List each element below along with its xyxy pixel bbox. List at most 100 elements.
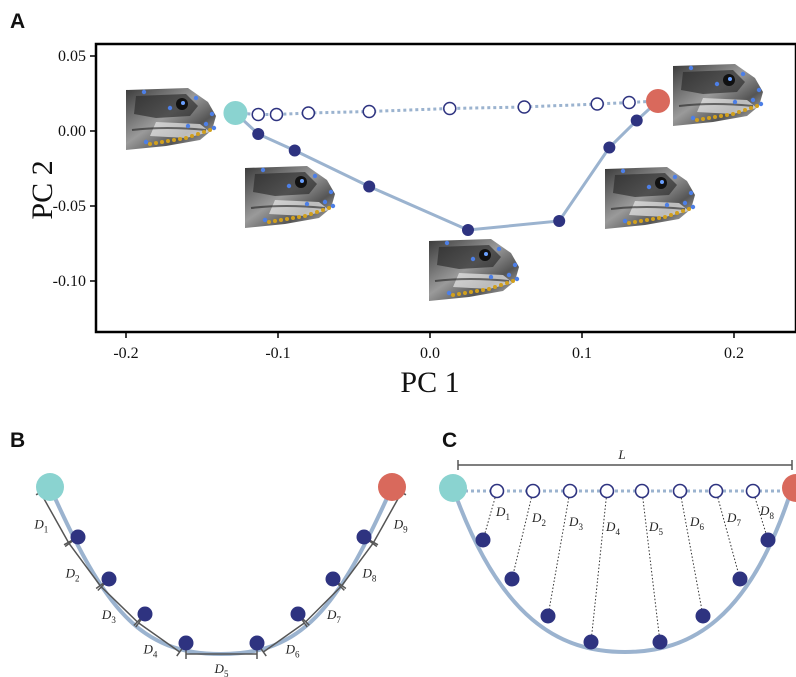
distance-line	[511, 490, 534, 580]
segment-label: D2	[65, 565, 80, 583]
distance-label: D2	[531, 510, 546, 528]
straight-line-node	[745, 483, 761, 499]
curve-node	[249, 635, 265, 651]
straight-line-node	[672, 483, 688, 499]
trajectory-point	[553, 215, 566, 227]
curve-node	[504, 571, 520, 587]
fish-head-image	[244, 163, 337, 233]
trajectory-point	[603, 141, 616, 154]
fish-head-image	[672, 61, 765, 131]
x-tick-label: -0.2	[113, 345, 138, 362]
segment-label: D1	[33, 517, 48, 535]
fish-head-image	[125, 85, 218, 155]
reference-point	[622, 95, 636, 110]
fish-head-image	[428, 236, 521, 306]
straight-line-node	[562, 483, 578, 499]
x-tick-label: 0.1	[572, 345, 592, 362]
length-bracket	[457, 460, 793, 470]
reference-point	[251, 107, 265, 122]
trajectory-point	[462, 224, 474, 236]
distance-label: D4	[605, 519, 620, 537]
trajectory-point	[252, 128, 265, 140]
straight-line-node	[708, 483, 724, 499]
straight-line-node	[634, 483, 650, 499]
x-tick-label: 0.0	[420, 345, 440, 362]
curve-node	[583, 634, 599, 650]
segment-bracket	[97, 582, 142, 626]
curve-node	[652, 634, 668, 650]
reference-point	[362, 104, 376, 119]
x-axis: -0.2 -0.1 0.0 0.1 0.2	[113, 332, 744, 362]
curve-node	[356, 529, 372, 545]
distance-line	[752, 490, 769, 541]
distance-line	[679, 490, 704, 617]
curve-node	[101, 571, 117, 587]
distance-label: D8	[759, 503, 774, 521]
segment-bracket	[301, 582, 345, 626]
x-axis-title: PC 1	[400, 366, 459, 399]
reference-point	[269, 107, 284, 122]
distance-label: D6	[689, 514, 704, 532]
curve-node	[70, 529, 86, 545]
segment-label: D3	[101, 607, 116, 625]
segment-bracket	[185, 649, 258, 659]
distance-line	[590, 490, 608, 643]
reference-line	[235, 99, 659, 116]
curve-node	[178, 635, 194, 651]
x-tick-label: -0.1	[265, 345, 290, 362]
curve-node	[475, 532, 491, 548]
segment-bracket	[337, 539, 378, 590]
distance-line	[482, 490, 498, 541]
straight-line-node	[525, 483, 541, 499]
distance-line	[547, 490, 571, 617]
segment-label: D7	[326, 607, 341, 625]
segment-label: D8	[361, 565, 376, 583]
curve-node	[695, 608, 711, 624]
start-point	[439, 474, 467, 502]
segment-bracket	[259, 618, 308, 657]
y-tick-label: 0.00	[58, 123, 86, 140]
end-point	[646, 89, 670, 113]
segment-label: D6	[285, 642, 300, 660]
curve-node	[760, 532, 776, 548]
curve-node	[290, 606, 306, 622]
y-axis-title: PC 2	[26, 160, 59, 219]
trajectory-point	[288, 144, 301, 157]
panel-label-c: C	[442, 429, 457, 452]
curve-node	[732, 571, 748, 587]
panel-c-diagram: L D1 D2 D3 D4 D5 D6 D7 D8	[439, 447, 796, 655]
distance-label: D3	[568, 514, 583, 532]
curve-node	[325, 571, 341, 587]
curve-node	[540, 608, 556, 624]
x-tick-label: 0.2	[724, 345, 744, 362]
start-point	[223, 101, 248, 125]
segment-label: D9	[393, 517, 408, 535]
trajectory-point	[630, 114, 643, 127]
end-point	[378, 473, 406, 501]
distance-label: D5	[648, 519, 663, 537]
curve-path	[451, 487, 794, 655]
straight-line-node	[599, 483, 615, 499]
trajectory-point	[363, 180, 376, 193]
y-tick-label: -0.05	[53, 198, 86, 215]
straight-line-node	[489, 483, 505, 499]
segment-bracket	[64, 539, 105, 590]
start-point	[36, 473, 64, 501]
panel-b-diagram: D1 D2 D3 D4 D5 D6 D7 D8 D9	[33, 473, 408, 677]
fish-head-image	[604, 164, 697, 234]
segment-bracket	[135, 618, 184, 657]
end-point	[782, 474, 796, 502]
reference-point	[443, 101, 457, 116]
curve-node	[137, 606, 153, 622]
length-label: L	[617, 447, 625, 462]
plot-frame	[94, 42, 796, 334]
panel-label-b: B	[10, 429, 25, 452]
reference-point	[590, 97, 604, 111]
pca-chart: -0.2 -0.1 0.0 0.1 0.2 0.05 0.00 -0.05 -0.10 PC …	[26, 42, 796, 399]
panel-label-a: A	[10, 10, 25, 33]
segment-label: D5	[214, 661, 229, 677]
y-axis: 0.05 0.00 -0.05 -0.10	[53, 48, 96, 290]
curve-path	[48, 486, 394, 657]
trajectory-layer	[223, 89, 670, 236]
